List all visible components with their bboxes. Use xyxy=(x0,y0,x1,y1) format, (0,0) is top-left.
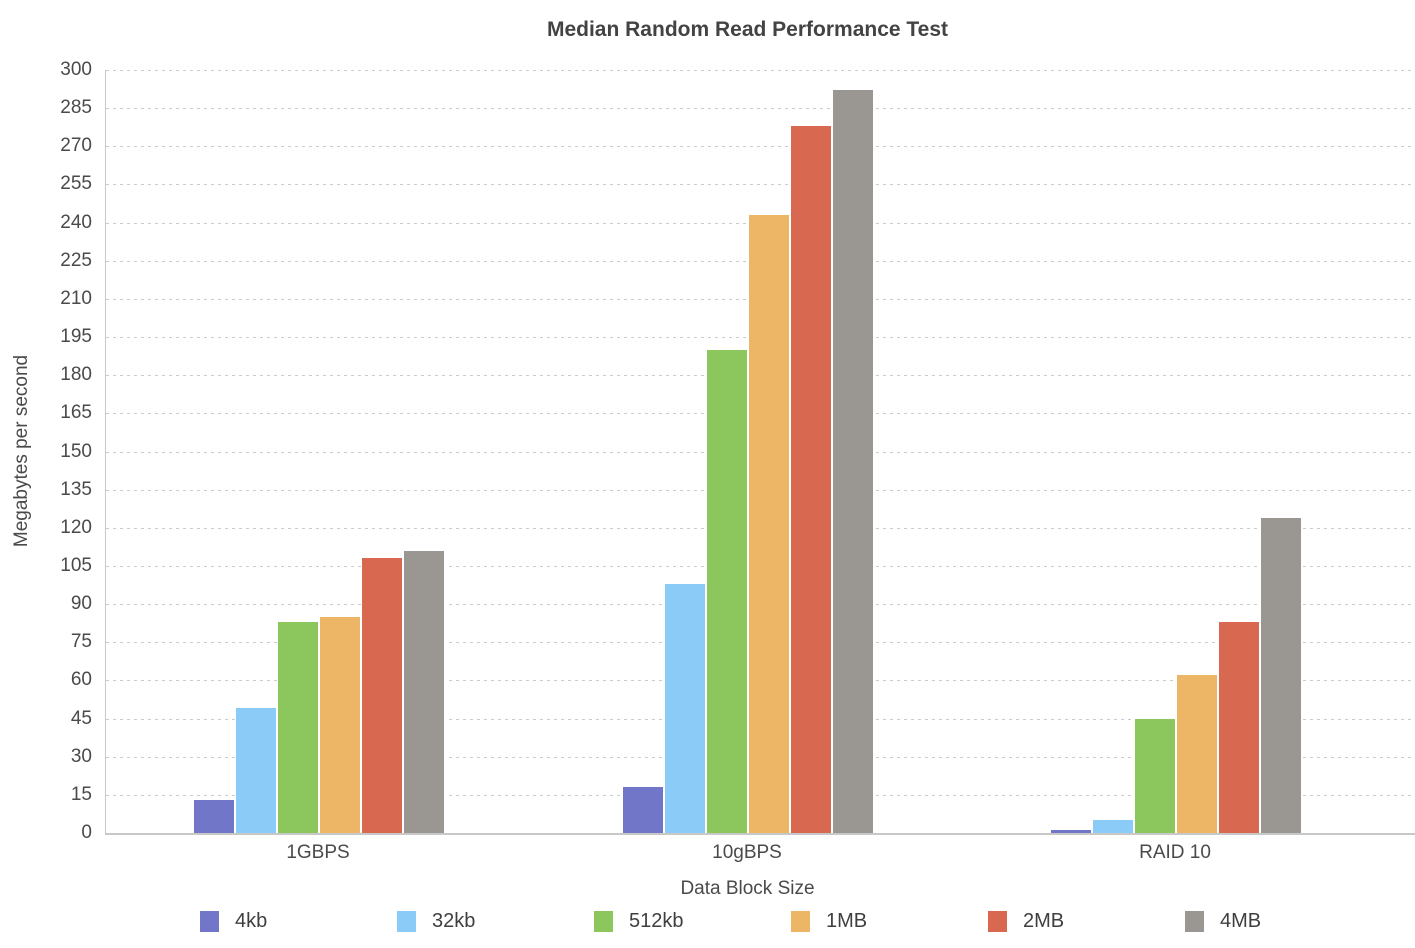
y-tick-label-270: 270 xyxy=(60,135,92,157)
bar-10gbps-512kb[interactable] xyxy=(706,349,748,833)
x-tick-label-1gbps: 1GBPS xyxy=(286,842,350,863)
legend-swatch-4mb xyxy=(1185,911,1204,932)
y-tick-label-60: 60 xyxy=(70,669,92,691)
gridline-285 xyxy=(106,108,1415,110)
gridline-255 xyxy=(106,184,1415,186)
x-axis-title: Data Block Size xyxy=(680,878,815,899)
legend-label-4mb: 4MB xyxy=(1220,910,1262,932)
legend-item-32kb[interactable]: 32kb xyxy=(397,910,475,933)
legend-label-1mb: 1MB xyxy=(826,910,868,932)
bar-10gbps-4mb[interactable] xyxy=(832,90,874,833)
x-tick-label-raid-10: RAID 10 xyxy=(1139,842,1211,863)
bar-1gbps-4mb[interactable] xyxy=(403,550,445,833)
legend-label-32kb: 32kb xyxy=(432,910,476,932)
y-tick-label-285: 285 xyxy=(60,97,92,119)
legend-item-4mb[interactable]: 4MB xyxy=(1185,910,1261,933)
legend-swatch-1mb xyxy=(791,911,810,932)
bar-1gbps-4kb[interactable] xyxy=(193,799,235,833)
chart-title: Median Random Read Performance Test xyxy=(546,18,949,41)
y-tick-label-255: 255 xyxy=(60,173,92,195)
bar-raid-10-32kb[interactable] xyxy=(1092,820,1134,833)
legend-label-2mb: 2MB xyxy=(1023,910,1065,932)
bar-10gbps-1mb[interactable] xyxy=(748,214,790,833)
legend-item-512kb[interactable]: 512kb xyxy=(594,910,684,933)
legend-swatch-2mb xyxy=(988,911,1007,932)
bar-raid-10-1mb[interactable] xyxy=(1176,675,1218,833)
x-tick-label-10gbps: 10gBPS xyxy=(712,842,782,863)
y-tick-label-0: 0 xyxy=(81,822,92,843)
y-tick-label-15: 15 xyxy=(70,783,92,805)
y-tick-label-240: 240 xyxy=(60,211,92,233)
y-tick-label-75: 75 xyxy=(70,631,92,653)
legend-swatch-512kb xyxy=(594,911,613,932)
bar-1gbps-32kb[interactable] xyxy=(235,708,277,833)
bar-raid-10-4kb[interactable] xyxy=(1050,830,1092,833)
plot-area xyxy=(105,70,1415,835)
y-tick-label-180: 180 xyxy=(60,364,92,386)
bar-10gbps-4kb[interactable] xyxy=(622,787,664,833)
legend-item-4kb[interactable]: 4kb xyxy=(200,910,267,933)
y-tick-label-90: 90 xyxy=(70,593,92,615)
y-tick-label-105: 105 xyxy=(60,554,92,576)
bar-raid-10-2mb[interactable] xyxy=(1218,621,1260,833)
y-tick-label-300: 300 xyxy=(60,59,92,80)
y-tick-label-225: 225 xyxy=(60,249,92,271)
bar-1gbps-2mb[interactable] xyxy=(361,558,403,833)
bar-1gbps-512kb[interactable] xyxy=(277,621,319,833)
y-tick-label-30: 30 xyxy=(70,745,92,767)
y-tick-label-195: 195 xyxy=(60,326,92,348)
legend-item-1mb[interactable]: 1MB xyxy=(791,910,867,933)
y-tick-label-210: 210 xyxy=(60,287,92,309)
gridline-270 xyxy=(106,146,1415,148)
bar-raid-10-512kb[interactable] xyxy=(1134,718,1176,833)
legend-swatch-4kb xyxy=(200,911,219,932)
legend-swatch-32kb xyxy=(397,911,416,932)
bar-1gbps-1mb[interactable] xyxy=(319,616,361,833)
legend-item-2mb[interactable]: 2MB xyxy=(988,910,1064,933)
bar-10gbps-2mb[interactable] xyxy=(790,125,832,833)
y-tick-label-135: 135 xyxy=(60,478,92,500)
legend-label-512kb: 512kb xyxy=(629,910,684,932)
gridline-300 xyxy=(106,70,1415,71)
bar-raid-10-4mb[interactable] xyxy=(1260,517,1302,833)
y-tick-label-150: 150 xyxy=(60,440,92,462)
y-tick-label-45: 45 xyxy=(70,707,92,729)
legend-label-4kb: 4kb xyxy=(235,910,268,932)
y-tick-label-120: 120 xyxy=(60,516,92,538)
y-tick-label-165: 165 xyxy=(60,402,92,424)
bar-10gbps-32kb[interactable] xyxy=(664,583,706,833)
